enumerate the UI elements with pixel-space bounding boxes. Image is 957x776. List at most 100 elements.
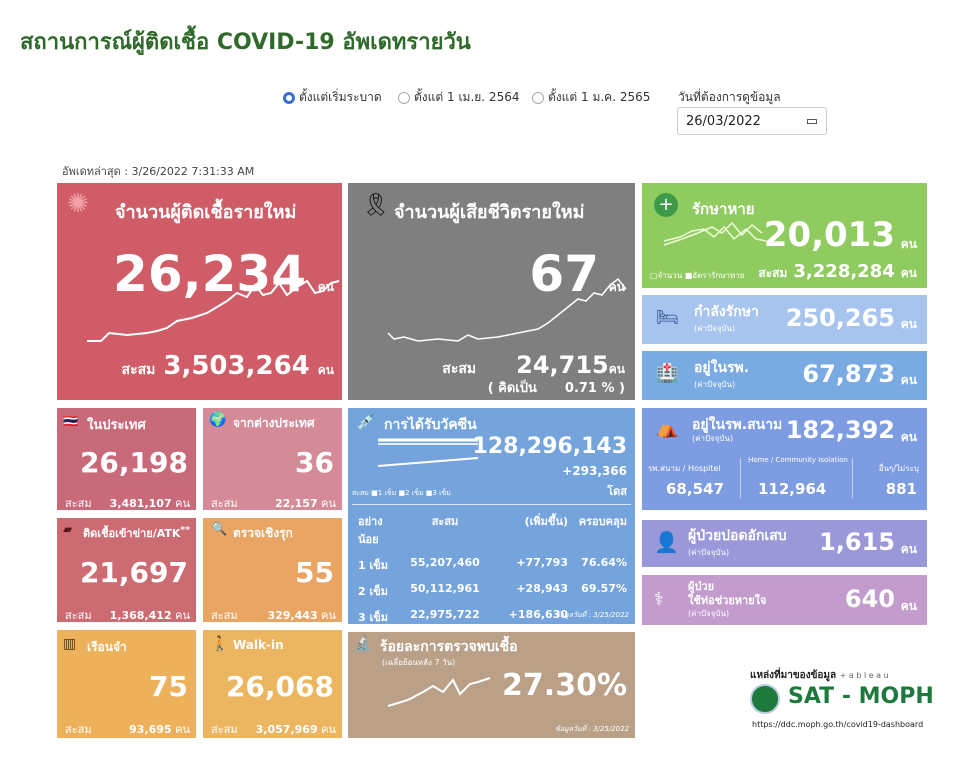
cumulative-label: สะสม (442, 361, 477, 377)
card-label: กำลังรักษา (694, 304, 759, 320)
treating-card: 🛏 กำลังรักษา (ค่าปัจจุบัน) 250,265 คน (642, 295, 927, 344)
table-header: สะสม (431, 515, 459, 528)
legend-item: อัตรารักษาหาย (692, 271, 745, 280)
deaths-value: 67 (529, 245, 599, 303)
pneumonia-card: 👤 ผู้ป่วยปอดอักเสบ (ค่าปัจจุบัน) 1,615 ค… (642, 520, 927, 567)
radio-since-jan-2565[interactable]: ตั้งแต่ 1 ม.ค. 2565 (532, 88, 650, 107)
card-label: ผู้ป่วย (688, 580, 715, 593)
unit: คน (900, 373, 917, 387)
cumulative-value: 329,443 (267, 609, 318, 622)
globe-icon: 🌍 (209, 412, 227, 428)
cumulative-label: สะสม (211, 723, 238, 736)
unit: คน (321, 497, 336, 510)
recovered-legend: ▢จำนวน ■อัตรารักษาหาย (650, 271, 745, 280)
recovered-value: 20,013 (763, 215, 895, 255)
card-label: ใช้ท่อช่วยหายใจ (688, 594, 767, 607)
unit: คน (900, 237, 917, 251)
col-value: 68,547 (666, 480, 724, 498)
active-value: 55 (295, 556, 334, 589)
vaccine-increase: +293,366 (562, 464, 627, 478)
prison-value: 75 (149, 670, 188, 703)
card-label: จากต่างประเทศ (233, 416, 315, 430)
patient-icon: 👤 (654, 530, 679, 554)
deaths-card: 🎗 จำนวนผู้เสียชีวิตรายใหม่ 67 คน สะสม 24,… (348, 183, 635, 400)
card-label: ตรวจเชิงรุก (233, 526, 293, 540)
cumulative-value: 3,057,969 (255, 723, 318, 736)
positivity-value: 27.30% (502, 668, 627, 703)
label-text: ติดเชื้อเข้าข่าย/ATK (83, 527, 181, 540)
table-cell: 55,207,460 (410, 556, 480, 569)
walking-icon: 🚶 (211, 636, 229, 652)
table-cell: 1 เข็ม (358, 559, 389, 572)
card-sublabel: (ค่าปัจจุบัน) (688, 548, 730, 557)
abroad-card: 🌍 จากต่างประเทศ 36 สะสม 22,157 คน (203, 408, 342, 510)
unit: คน (608, 362, 625, 376)
unit: คน (900, 599, 917, 613)
unit: คน (900, 317, 917, 331)
radio-since-start[interactable]: ตั้งแต่เริ่มระบาด (283, 88, 382, 107)
vaccine-total: 128,296,143 (472, 434, 627, 459)
plus-icon: + (654, 193, 678, 217)
card-label: การได้รับวัคซีน (384, 417, 477, 433)
calendar-icon[interactable]: ▭ (805, 114, 818, 129)
walkin-value: 26,068 (225, 670, 334, 703)
card-label: ในประเทศ (87, 418, 146, 433)
bed-icon: 🛏 (656, 307, 679, 328)
ventilator-value: 640 (844, 585, 895, 613)
unit: คน (900, 542, 917, 556)
hospital-icon: 🏥 (656, 363, 679, 384)
page-title: สถานการณ์ผู้ติดเชื้อ COVID-19 อัพเดทรายว… (20, 30, 471, 55)
moph-seal-icon (750, 684, 780, 714)
cumulative-label: สะสม (65, 723, 92, 736)
data-date: ข้อมูลวันที่ : 3/25/2022 (555, 611, 629, 619)
source-label: แหล่งที่มาของข้อมูล + a b l e a u (750, 668, 889, 683)
tableau-logo: + a b l e a u (839, 671, 889, 680)
legend-item: 2 เข็ม (405, 489, 424, 497)
source-url[interactable]: https://ddc.moph.go.th/covid19-dashboard (752, 720, 924, 729)
cumulative-label: สะสม (211, 609, 238, 622)
table-header: (เพิ่มขึ้น) (524, 515, 568, 528)
new-cases-sparkline (87, 279, 340, 342)
table-cell: 50,112,961 (410, 582, 480, 595)
tent-icon: ⛺ (656, 418, 679, 439)
sat-moph-logo: SAT - MOPH (788, 684, 934, 709)
col-value: 112,964 (758, 480, 827, 498)
legend-item: 1 เข็ม (377, 489, 397, 497)
cumulative-value: 3,503,264 (163, 351, 310, 381)
atk-card: ▰ ติดเชื้อเข้าข่าย/ATK** 21,697 สะสม 1,36… (57, 518, 196, 622)
date-input[interactable]: 26/03/2022 ▭ (677, 107, 827, 135)
radio-label: ตั้งแต่เริ่มระบาด (299, 90, 382, 104)
col-label: รพ.สนาม / Hospitel (648, 464, 721, 473)
hospital-card: 🏥 อยู่ในรพ. (ค่าปัจจุบัน) 67,873 คน (642, 351, 927, 400)
data-date: ข้อมูลวันที่ : 3/25/2022 (555, 725, 629, 733)
card-label: รักษาหาย (692, 200, 755, 218)
unit: คน (175, 497, 190, 510)
new-cases-value: 26,234 (113, 245, 306, 303)
thai-flag-icon: 🇹🇭 (63, 414, 78, 428)
date-label: วันที่ต้องการดูข้อมูล (678, 90, 781, 104)
card-label: ติดเชื้อเข้าข่าย/ATK** (83, 524, 190, 542)
cumulative-label: สะสม (758, 266, 788, 280)
vaccine-card: 💉 การได้รับวัคซีน 128,296,143 +293,366 โ… (348, 408, 635, 624)
recovered-sparkline (663, 221, 767, 246)
hospital-value: 67,873 (802, 360, 895, 388)
unit: คน (175, 609, 190, 622)
syringe-icon: 💉 (356, 412, 376, 431)
card-label: ร้อยละการตรวจพบเชื้อ (380, 639, 518, 655)
card-sublabel: (ค่าปัจจุบัน) (692, 434, 734, 443)
vaccine-sparkline (377, 438, 479, 467)
percent-value: 0.71 % ) (564, 381, 625, 396)
unit: คน (175, 723, 190, 736)
card-label: จำนวนผู้ติดเชื้อรายใหม่ (115, 202, 297, 223)
field-hospital-value: 182,392 (785, 416, 895, 444)
legend-item: สะสม (352, 489, 369, 497)
domestic-card: 🇹🇭 ในประเทศ 26,198 สะสม 3,481,107 คน (57, 408, 196, 510)
table-cell: 69.57% (581, 582, 627, 595)
radio-label: ตั้งแต่ 1 เม.ย. 2564 (414, 90, 520, 104)
unit: คน (317, 363, 334, 377)
table-cell: 3 เข็ม (358, 611, 389, 624)
vaccine-table: อย่างน้อย สะสม (เพิ่มขึ้น) ครอบคลุม 1 เข็ม 5… (358, 512, 627, 624)
radio-since-apr-2564[interactable]: ตั้งแต่ 1 เม.ย. 2564 (398, 88, 519, 107)
footnote-mark: ** (180, 524, 190, 536)
table-cell: 22,975,722 (410, 608, 480, 621)
